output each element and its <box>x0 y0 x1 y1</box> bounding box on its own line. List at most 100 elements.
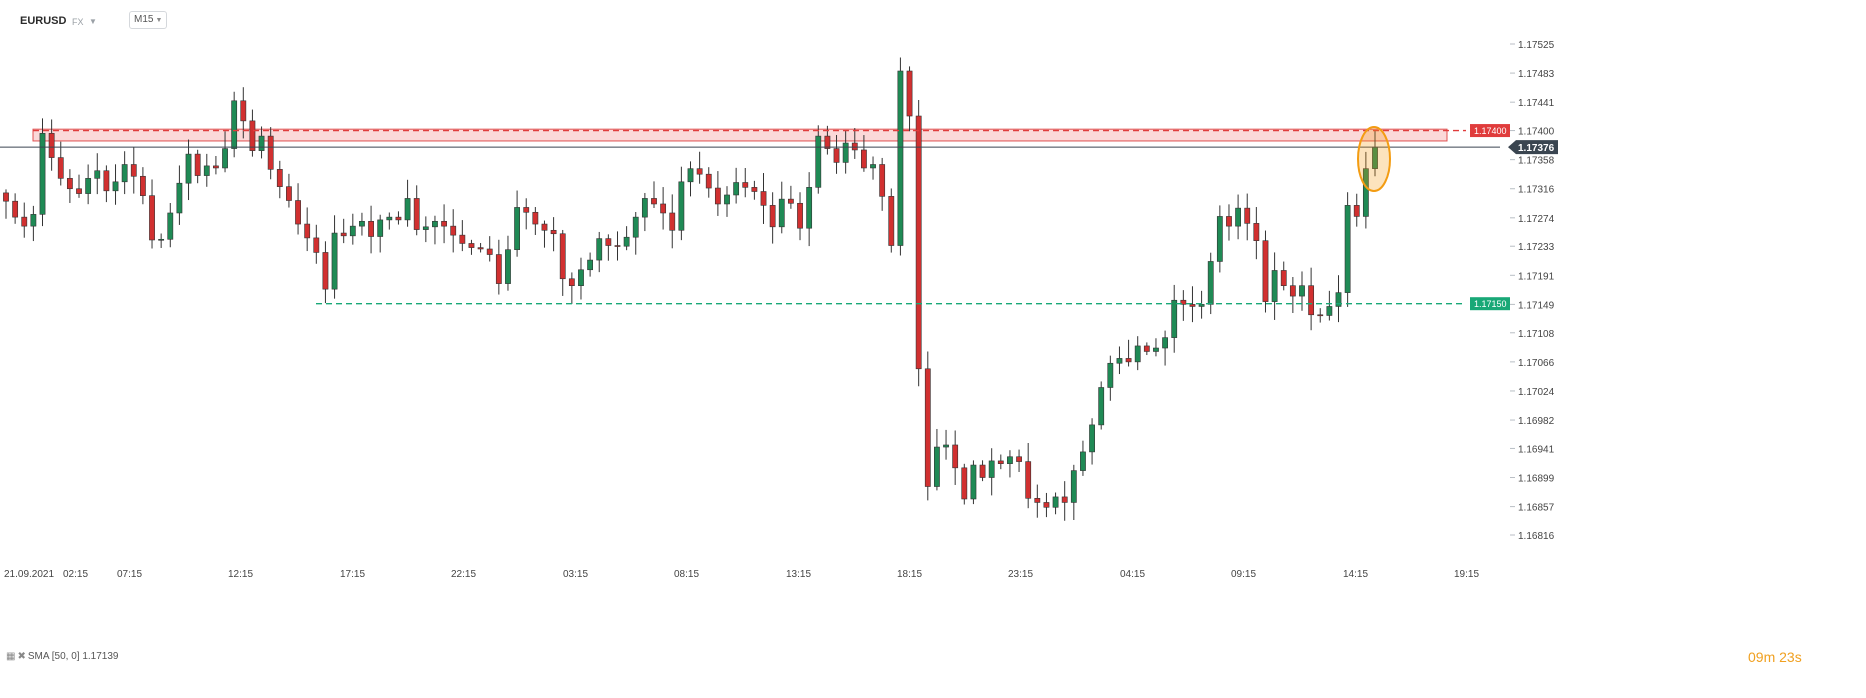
y-tick-label: 1.17441 <box>1518 98 1555 109</box>
candle-body <box>413 198 420 230</box>
candle-body <box>523 207 530 213</box>
candle-body <box>1216 216 1223 262</box>
candle-body <box>550 229 557 235</box>
chevron-down-icon[interactable]: ▼ <box>89 17 97 26</box>
candle-body <box>1061 496 1068 503</box>
candle-body <box>1353 205 1360 217</box>
candle-body <box>842 142 849 163</box>
candle-body <box>404 198 411 221</box>
candle-body <box>1043 502 1050 508</box>
x-tick-label: 21.09.2021 <box>4 569 54 580</box>
candle-body <box>432 220 438 228</box>
countdown-seconds: 23 <box>1779 649 1795 665</box>
candle-body <box>1326 306 1333 316</box>
candle-body <box>1189 304 1196 307</box>
candle-body <box>130 164 137 177</box>
candle-body <box>441 220 447 227</box>
support-label: 1.17150 <box>1474 299 1507 309</box>
y-tick-label: 1.17358 <box>1518 156 1555 167</box>
candle-body <box>797 202 803 229</box>
candle-body <box>240 100 247 122</box>
y-tick-label: 1.17149 <box>1518 300 1555 311</box>
candle-body <box>495 254 502 284</box>
candle-body <box>395 216 402 221</box>
candle-body <box>979 464 986 478</box>
candle-body <box>778 198 785 228</box>
countdown-m-unit: m <box>1763 649 1776 665</box>
x-axis: 21.09.2021 02:15 07:15 12:15 17:15 22:15 03:15… <box>4 569 1479 580</box>
candle-body <box>870 164 876 169</box>
candle-body <box>1162 337 1168 349</box>
y-tick-label: 1.16982 <box>1518 416 1555 427</box>
x-tick-label: 18:15 <box>897 569 922 580</box>
y-axis: 1.17525 1.17483 1.17441 1.17400 1.17358 1.173… <box>1510 40 1555 542</box>
countdown-s-unit: s <box>1794 649 1802 665</box>
candle-body <box>48 133 55 158</box>
candle-body <box>185 153 192 184</box>
resistance-zone <box>32 128 1448 142</box>
candle-body <box>879 164 886 197</box>
candle-body <box>1262 240 1269 302</box>
x-tick-label: 23:15 <box>1008 569 1033 580</box>
candle-body <box>1271 270 1278 302</box>
resistance-zone-layer <box>32 128 1448 142</box>
candle-body <box>660 203 667 214</box>
candle-body <box>724 194 730 205</box>
candle-body <box>103 170 110 192</box>
candle-body <box>1098 387 1105 426</box>
candle-body <box>486 248 493 255</box>
candle-body <box>331 232 338 290</box>
candle-body <box>1134 345 1141 363</box>
candle-body <box>988 460 995 478</box>
candle-body <box>1253 223 1260 241</box>
x-tick-label: 03:15 <box>563 569 588 580</box>
candle-body <box>477 247 484 250</box>
resistance-label: 1.17400 <box>1474 126 1507 136</box>
timeframe-selector[interactable]: M15 ▼ <box>129 11 168 29</box>
candle-body <box>578 269 584 286</box>
y-tick-label: 1.17400 <box>1518 127 1555 138</box>
candle-body <box>158 238 165 241</box>
candle-body <box>687 168 694 183</box>
candle-body <box>231 100 238 149</box>
candle-body <box>213 165 219 169</box>
candle-body <box>861 149 867 169</box>
candle-body <box>1070 470 1077 503</box>
candle-body <box>961 467 968 500</box>
candle-body <box>623 236 630 247</box>
candle-body <box>714 187 721 205</box>
candle-body <box>943 444 949 448</box>
candle-body <box>57 157 64 179</box>
candle-body <box>1080 451 1086 471</box>
candle-body <box>833 148 840 163</box>
candle-body <box>696 168 703 175</box>
candle-body <box>669 212 676 231</box>
candle-body <box>1362 168 1369 217</box>
countdown-minutes: 09 <box>1748 649 1764 665</box>
candle-body <box>1116 358 1123 364</box>
y-tick-label: 1.17024 <box>1518 387 1555 398</box>
symbol-label[interactable]: EURUSD <box>20 15 67 27</box>
x-tick-label: 07:15 <box>117 569 142 580</box>
y-tick-label: 1.17483 <box>1518 69 1555 80</box>
candle-body <box>505 249 511 284</box>
candle-body <box>760 191 767 206</box>
x-tick-label: 22:15 <box>451 569 476 580</box>
timeframe-label: M15 <box>134 14 154 25</box>
sma-legend: ▦ ✖ SMA [50, 0] 1.17139 <box>6 651 118 662</box>
indicator-settings-icon[interactable]: ▦ <box>6 651 16 662</box>
y-tick-label: 1.17525 <box>1518 40 1555 51</box>
chart-header: EURUSD FX ▼ M15 ▼ <box>0 0 1866 30</box>
candle-body <box>140 175 146 196</box>
close-icon[interactable]: ✖ <box>17 651 26 662</box>
y-tick-label: 1.16941 <box>1518 444 1555 455</box>
candle-body <box>39 133 46 215</box>
candle-body <box>267 135 274 170</box>
current-price-label: 1.17376 <box>1518 143 1555 154</box>
candle-body <box>258 135 265 151</box>
candle-body <box>368 220 374 237</box>
y-tick-label: 1.17108 <box>1518 329 1555 340</box>
candle-body <box>605 238 612 246</box>
candle-body <box>1125 358 1132 363</box>
